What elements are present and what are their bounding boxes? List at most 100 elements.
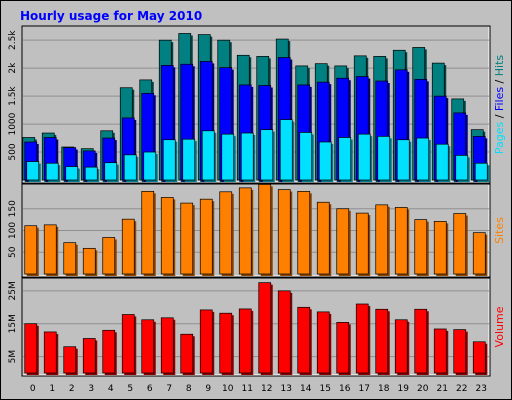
bar-sites-8 bbox=[180, 202, 195, 276]
bar-volume-16 bbox=[336, 322, 351, 375]
bar-pages-22 bbox=[455, 155, 470, 182]
bar-volume-7-body bbox=[160, 317, 174, 374]
bar-pages-5-body bbox=[123, 154, 137, 181]
bar-pages-21-body bbox=[435, 143, 449, 181]
panel-hits-label: Pages / Files / Hits bbox=[493, 55, 506, 155]
bar-sites-18 bbox=[375, 204, 390, 276]
label-part: Pages bbox=[493, 122, 506, 155]
bar-pages-3 bbox=[84, 166, 100, 182]
x-tick-label: 22 bbox=[456, 384, 467, 394]
bar-volume-15 bbox=[316, 311, 332, 375]
x-tick-label: 8 bbox=[186, 384, 192, 394]
bar-sites-0-body bbox=[24, 225, 38, 275]
panel-hits: 500 1000 1.5k 2k 2.5k Pages / Files / Hits bbox=[8, 25, 506, 184]
bar-pages-0 bbox=[26, 161, 41, 182]
bar-sites-20-body bbox=[414, 219, 428, 275]
label-part: / bbox=[493, 76, 506, 87]
bar-volume-22 bbox=[453, 329, 468, 375]
label-part: / bbox=[493, 111, 506, 122]
bar-sites-10 bbox=[219, 191, 234, 276]
bar-pages-16 bbox=[338, 137, 353, 182]
chart-panels: 500 1000 1.5k 2k 2.5k Pages / Files / Hits 50 1… bbox=[8, 25, 506, 377]
bar-sites-23 bbox=[472, 232, 488, 276]
y-tick-label: 15M bbox=[8, 314, 18, 333]
y-tick-label: 1.5k bbox=[8, 86, 18, 106]
bar-sites-20 bbox=[414, 219, 429, 276]
bar-volume-10 bbox=[219, 312, 234, 375]
y-tick-label: 1000 bbox=[8, 112, 18, 135]
bar-volume-9 bbox=[199, 309, 215, 375]
bar-pages-6 bbox=[143, 151, 158, 182]
bar-volume-19 bbox=[394, 319, 410, 375]
bar-sites-3 bbox=[82, 247, 98, 276]
bar-sites-13-body bbox=[277, 189, 291, 275]
bar-pages-14 bbox=[299, 132, 314, 182]
bar-pages-10-body bbox=[221, 133, 235, 181]
bar-volume-16-body bbox=[336, 322, 350, 374]
bar-pages-6-body bbox=[143, 151, 157, 181]
bar-pages-0-body bbox=[26, 161, 40, 181]
bar-sites-4-body bbox=[102, 237, 116, 275]
panel-sites: 50 100 150 Sites bbox=[8, 183, 506, 278]
panel-volume-label: Volume bbox=[493, 306, 506, 347]
bar-volume-9-body bbox=[199, 309, 213, 374]
bar-sites-7-body bbox=[160, 197, 174, 275]
bar-pages-17-body bbox=[357, 133, 371, 181]
bar-pages-15-body bbox=[318, 141, 332, 181]
bar-pages-23 bbox=[474, 162, 490, 182]
y-tick-label: 50 bbox=[8, 246, 18, 258]
bar-pages-4 bbox=[104, 162, 119, 182]
bar-sites-15 bbox=[316, 201, 332, 276]
y-tick-label: 500 bbox=[8, 143, 18, 160]
x-tick-label: 17 bbox=[359, 384, 370, 394]
bar-pages-13-body bbox=[279, 119, 293, 181]
x-tick-label: 21 bbox=[437, 384, 448, 394]
x-tick-label: 3 bbox=[88, 384, 94, 394]
bar-pages-13 bbox=[279, 119, 295, 182]
label-part: Volume bbox=[493, 306, 506, 347]
bar-volume-11-body bbox=[238, 308, 252, 374]
bar-volume-11 bbox=[238, 308, 254, 375]
bar-volume-18-body bbox=[375, 308, 389, 374]
x-tick-label: 10 bbox=[222, 384, 234, 394]
bar-pages-16-body bbox=[338, 137, 352, 181]
x-tick-label: 14 bbox=[300, 384, 312, 394]
bar-sites-17-body bbox=[355, 212, 369, 275]
bar-pages-1-body bbox=[45, 162, 59, 181]
bar-volume-5-body bbox=[121, 314, 135, 374]
bar-pages-2 bbox=[65, 166, 80, 182]
bar-sites-17 bbox=[355, 212, 371, 276]
x-tick-label: 1 bbox=[49, 384, 55, 394]
y-tick-label: 2k bbox=[8, 62, 18, 74]
bar-sites-15-body bbox=[316, 201, 330, 275]
x-tick-label: 13 bbox=[281, 384, 292, 394]
bar-sites-14 bbox=[297, 191, 312, 276]
bar-pages-15 bbox=[318, 141, 334, 182]
y-tick-label: 5M bbox=[8, 350, 18, 364]
bar-sites-22-body bbox=[453, 213, 467, 275]
bar-volume-2 bbox=[63, 346, 78, 375]
bar-sites-2-body bbox=[63, 242, 77, 275]
panel-hits-frame bbox=[21, 25, 491, 184]
bar-volume-2-body bbox=[63, 346, 77, 374]
bar-pages-20 bbox=[416, 137, 431, 182]
bar-pages-1 bbox=[45, 162, 61, 182]
bar-sites-5 bbox=[121, 218, 137, 276]
bar-sites-5-body bbox=[121, 218, 135, 275]
bar-sites-19 bbox=[394, 207, 410, 276]
bar-pages-20-body bbox=[416, 137, 430, 181]
bar-volume-22-body bbox=[453, 329, 467, 374]
x-tick-label: 15 bbox=[320, 384, 331, 394]
bar-volume-12-body bbox=[258, 282, 272, 374]
panel-volume-frame bbox=[21, 277, 491, 377]
bar-sites-2 bbox=[63, 242, 78, 276]
bar-pages-7 bbox=[162, 139, 178, 182]
bar-sites-19-body bbox=[394, 207, 408, 275]
bar-volume-4-body bbox=[102, 329, 116, 374]
bar-pages-12 bbox=[260, 129, 275, 182]
bar-pages-11 bbox=[240, 132, 256, 182]
bar-sites-4 bbox=[102, 237, 117, 276]
bar-pages-18-body bbox=[377, 136, 391, 181]
bar-sites-0 bbox=[24, 225, 39, 276]
bar-volume-0-body bbox=[24, 323, 38, 374]
